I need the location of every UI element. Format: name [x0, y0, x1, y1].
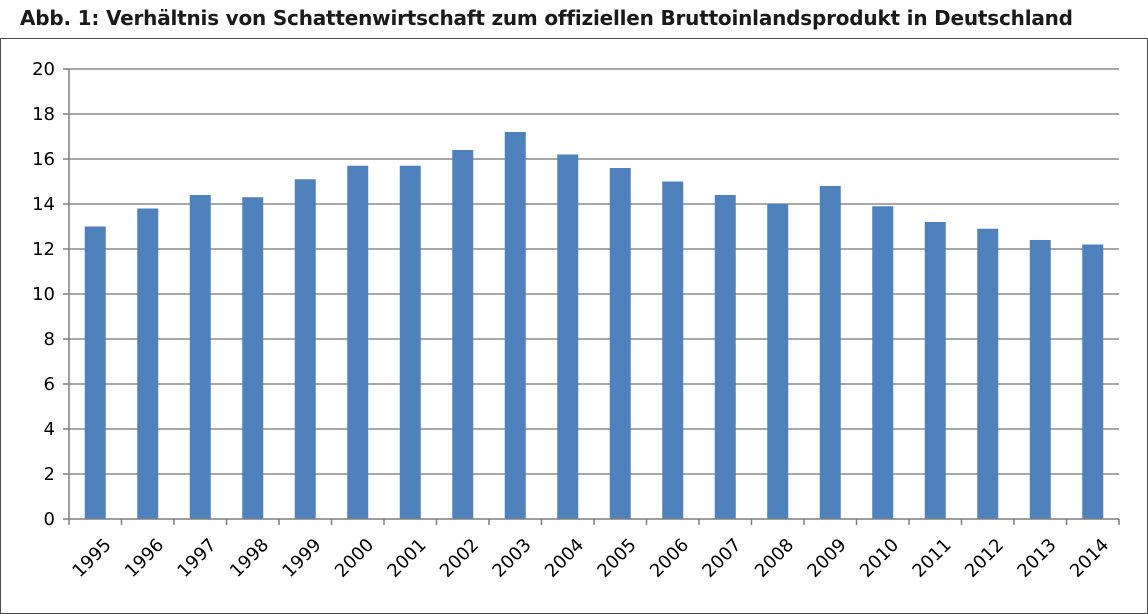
- y-tick-label: 12: [32, 239, 55, 260]
- bar-2010: [872, 206, 894, 519]
- bar-1998: [242, 197, 264, 519]
- bar-1996: [137, 208, 159, 519]
- x-tick-label-2002: 2002: [436, 535, 483, 582]
- y-tick-labels: 0 2 4 6 8 10 12 14 16 18 20: [32, 59, 55, 530]
- bar-2012: [977, 228, 999, 519]
- x-tick-label-2003: 2003: [488, 535, 535, 582]
- chart-frame: 0 2 4 6 8 10 12 14 16 18 20 1995 1996 1997 1998 1999 20…: [0, 38, 1148, 614]
- x-tick-labels: 1995 1996 1997 1998 1999 2000 2001 2002 2003 2004…: [68, 535, 1113, 582]
- y-tick-label: 20: [32, 59, 55, 80]
- x-tick-label-2011: 2011: [908, 535, 955, 582]
- bar-2008: [767, 204, 789, 519]
- x-tick-label-2010: 2010: [856, 535, 903, 582]
- bars: [84, 132, 1104, 519]
- y-tick-label: 18: [32, 104, 55, 125]
- x-tick-label-2004: 2004: [541, 535, 588, 582]
- bar-1995: [84, 226, 106, 519]
- y-tick-label: 0: [44, 509, 55, 530]
- bar-1999: [294, 179, 316, 519]
- y-tick-label: 4: [44, 419, 55, 440]
- x-tick-label-2006: 2006: [646, 535, 693, 582]
- gridlines: [69, 68, 1119, 475]
- x-tick-label-2014: 2014: [1066, 535, 1113, 582]
- bar-2011: [924, 222, 946, 519]
- bar-2002: [452, 150, 474, 519]
- x-tick-label-2012: 2012: [961, 535, 1008, 582]
- bar-2007: [714, 195, 736, 519]
- y-tick-label: 10: [32, 284, 55, 305]
- x-tick-label-1995: 1995: [68, 535, 115, 582]
- x-tick-label-2013: 2013: [1013, 535, 1060, 582]
- axes: [63, 68, 1120, 525]
- bar-2014: [1082, 244, 1104, 519]
- x-tick-label-2008: 2008: [751, 535, 798, 582]
- x-tick-label-1999: 1999: [278, 535, 325, 582]
- bar-2009: [819, 186, 841, 519]
- x-tick-label-2007: 2007: [698, 535, 745, 582]
- bar-2006: [662, 181, 684, 519]
- y-tick-label: 16: [32, 149, 55, 170]
- chart-title: Abb. 1: Verhältnis von Schattenwirtschaf…: [20, 6, 1073, 30]
- x-tick-label-2001: 2001: [383, 535, 430, 582]
- bar-2005: [609, 168, 631, 519]
- y-tick-label: 6: [44, 374, 55, 395]
- bar-2004: [557, 154, 579, 519]
- x-tick-label-2000: 2000: [331, 535, 378, 582]
- x-tick-label-2005: 2005: [593, 535, 640, 582]
- bar-2013: [1029, 240, 1051, 519]
- y-tick-label: 14: [32, 194, 55, 215]
- bar-2001: [399, 165, 421, 519]
- bar-2000: [347, 165, 369, 519]
- x-tick-label-1998: 1998: [226, 535, 273, 582]
- y-tick-label: 2: [44, 464, 55, 485]
- x-tick-label-1996: 1996: [121, 535, 168, 582]
- x-tick-label-1997: 1997: [173, 535, 220, 582]
- bar-2003: [504, 132, 526, 519]
- y-tick-label: 8: [44, 329, 55, 350]
- bar-1997: [189, 195, 211, 519]
- x-tick-label-2009: 2009: [803, 535, 850, 582]
